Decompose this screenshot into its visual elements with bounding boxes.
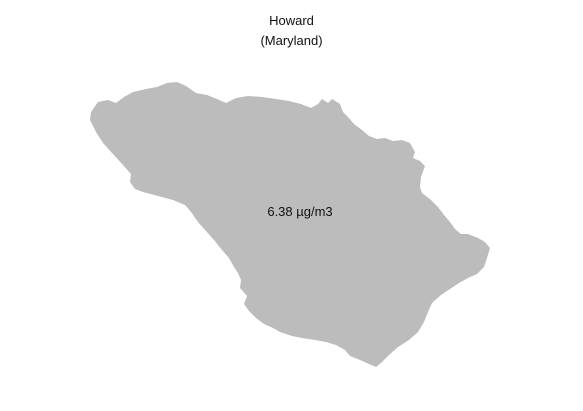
county-value-label: 6.38 µg/m3 — [267, 204, 332, 219]
county-region — [90, 82, 490, 367]
state-name: (Maryland) — [260, 33, 323, 48]
county-name: Howard — [269, 13, 314, 28]
map-title: Howard (Maryland) — [0, 11, 583, 51]
